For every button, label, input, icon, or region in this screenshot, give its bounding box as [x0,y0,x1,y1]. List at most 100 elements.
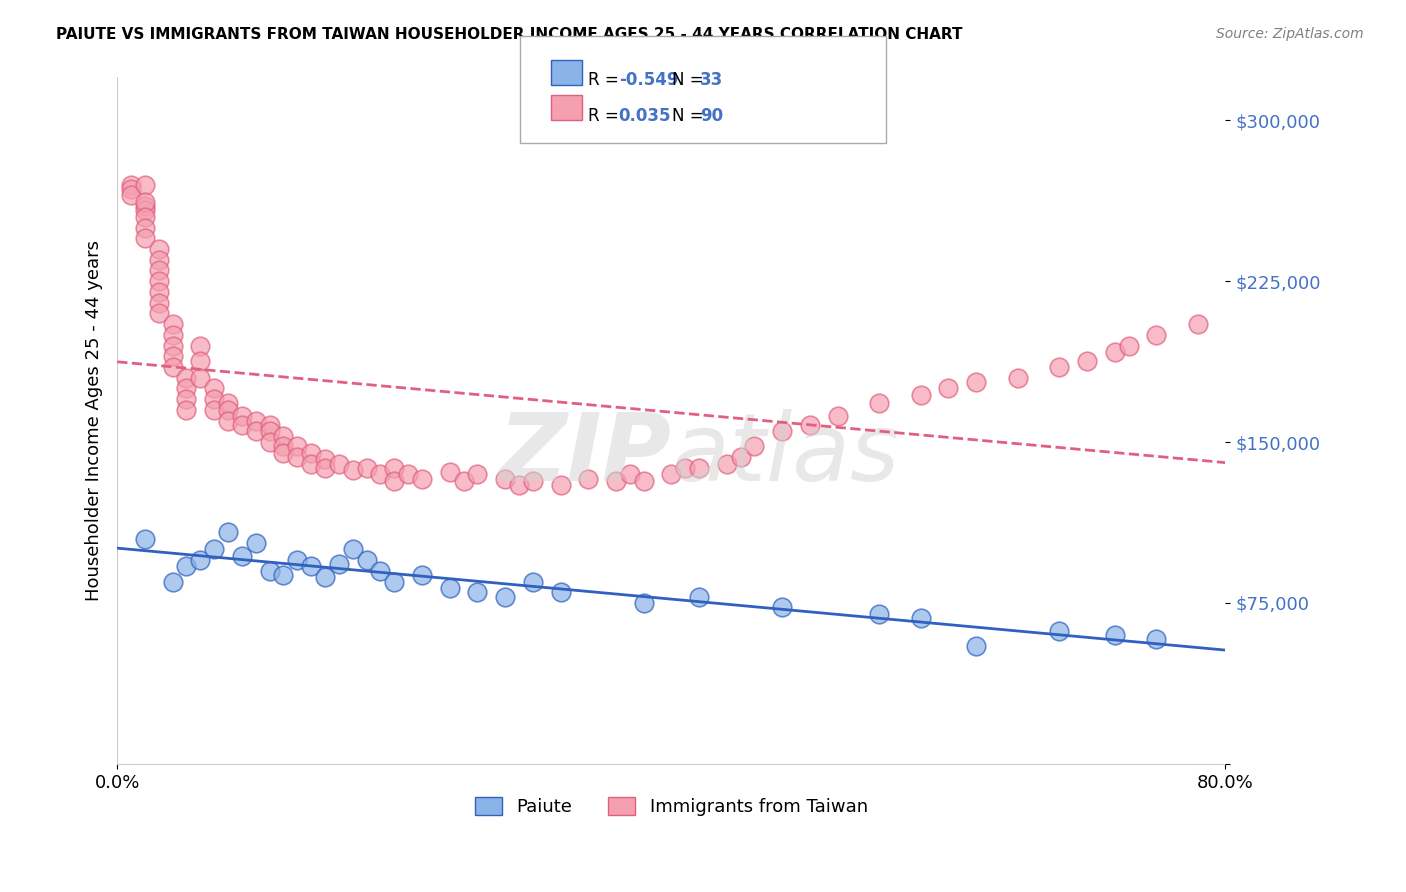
Text: PAIUTE VS IMMIGRANTS FROM TAIWAN HOUSEHOLDER INCOME AGES 25 - 44 YEARS CORRELATI: PAIUTE VS IMMIGRANTS FROM TAIWAN HOUSEHO… [56,27,963,42]
Point [382,474,405,488]
Point [522,574,544,589]
Point [868,607,890,621]
Point [285,450,308,464]
Point [633,596,655,610]
Point [744,439,766,453]
Point [176,381,198,395]
Text: N =: N = [672,71,709,89]
Point [550,478,572,492]
Text: -0.549: -0.549 [619,71,678,89]
Text: R =: R = [588,107,624,125]
Point [259,435,281,450]
Point [188,338,211,352]
Text: Source: ZipAtlas.com: Source: ZipAtlas.com [1216,27,1364,41]
Point [1118,338,1140,352]
Point [550,585,572,599]
Point [176,559,198,574]
Point [176,392,198,407]
Point [770,600,793,615]
Point [273,428,295,442]
Point [245,536,267,550]
Point [605,474,627,488]
Point [188,553,211,567]
Point [396,467,419,482]
Point [162,574,184,589]
Text: N =: N = [672,107,709,125]
Point [633,474,655,488]
Point [799,417,821,432]
Point [382,460,405,475]
Point [148,285,170,299]
Point [370,564,392,578]
Point [494,590,516,604]
Point [188,353,211,368]
Point [411,568,433,582]
Point [439,465,461,479]
Point [231,549,253,563]
Point [1007,370,1029,384]
Point [188,370,211,384]
Point [467,585,489,599]
Point [1104,345,1126,359]
Point [162,327,184,342]
Point [328,558,350,572]
Point [202,381,225,395]
Point [1144,632,1167,647]
Point [202,542,225,557]
Point [688,590,710,604]
Text: R =: R = [588,71,624,89]
Point [688,460,710,475]
Text: ZIP: ZIP [499,409,671,501]
Point [148,242,170,256]
Point [134,220,156,235]
Point [259,425,281,439]
Point [285,553,308,567]
Point [356,553,378,567]
Point [1104,628,1126,642]
Point [120,178,142,192]
Point [299,559,322,574]
Point [273,439,295,453]
Point [314,452,336,467]
Point [217,396,239,410]
Point [202,403,225,417]
Point [245,414,267,428]
Point [134,203,156,218]
Point [162,317,184,331]
Point [134,178,156,192]
Point [576,471,599,485]
Point [245,425,267,439]
Point [965,639,987,653]
Point [162,359,184,374]
Point [273,568,295,582]
Point [148,274,170,288]
Point [508,478,530,492]
Point [148,295,170,310]
Point [770,425,793,439]
Point [148,252,170,267]
Point [439,581,461,595]
Point [342,542,364,557]
Point [299,446,322,460]
Point [273,446,295,460]
Point [217,525,239,540]
Point [202,392,225,407]
Point [342,463,364,477]
Point [231,417,253,432]
Point [938,381,960,395]
Point [1047,359,1070,374]
Point [1047,624,1070,638]
Point [619,467,641,482]
Y-axis label: Householder Income Ages 25 - 44 years: Householder Income Ages 25 - 44 years [86,240,103,601]
Point [314,570,336,584]
Point [285,439,308,453]
Point [730,450,752,464]
Point [965,375,987,389]
Text: atlas: atlas [671,409,900,500]
Point [522,474,544,488]
Point [1187,317,1209,331]
Point [217,414,239,428]
Point [259,417,281,432]
Point [356,460,378,475]
Point [1076,353,1098,368]
